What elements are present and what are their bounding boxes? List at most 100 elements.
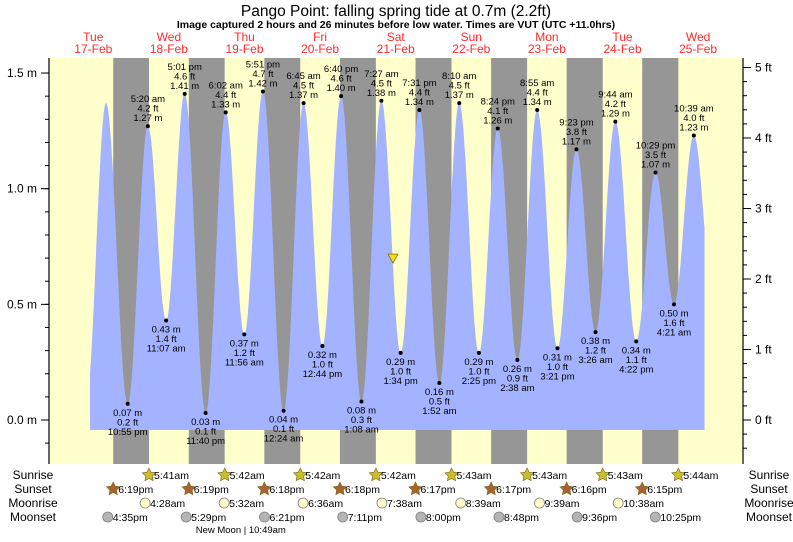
high-tide-m: 1.38 m: [367, 88, 396, 99]
sunrise-time: 5:42am: [230, 470, 265, 482]
high-tide-time: 5:51 pm: [246, 60, 280, 71]
high-tide-time: 9:44 am: [598, 90, 632, 101]
moonrise-time: 8:39am: [466, 498, 501, 510]
day-date: 19-Feb: [225, 42, 263, 56]
high-tide-ft: 3.5 ft: [645, 150, 666, 161]
high-tide-ft: 4.0 ft: [683, 113, 704, 124]
high-tide-time: 6:40 pm: [324, 64, 358, 75]
sunset-time: 6:15pm: [647, 484, 682, 496]
sunset-time: 6:17pm: [420, 484, 455, 496]
low-tide-m: 0.08 m: [347, 405, 376, 416]
low-tide-time: 1:08 am: [344, 424, 378, 435]
high-tide-m: 1.26 m: [483, 116, 512, 127]
high-tide-ft: 3.8 ft: [566, 127, 587, 138]
high-tide-ft: 4.5 ft: [371, 78, 392, 89]
high-tide-point: [145, 124, 150, 129]
right-tick-label: 1 ft: [755, 342, 772, 356]
low-tide-point: [359, 399, 364, 404]
high-tide-ft: 4.2 ft: [605, 99, 626, 110]
low-tide-time: 1:52 am: [422, 406, 456, 417]
right-tick-label: 3 ft: [755, 201, 772, 215]
moonrise-time: 7:38am: [387, 498, 422, 510]
high-tide-m: 1.41 m: [170, 81, 199, 92]
low-tide-m: 0.04 m: [269, 415, 298, 426]
right-tick-label: 0 ft: [755, 413, 772, 427]
low-tide-time: 11:40 pm: [186, 436, 225, 447]
high-tide-time: 8:10 am: [442, 71, 476, 82]
high-tide-time: 6:45 am: [286, 71, 320, 82]
high-tide-m: 1.27 m: [133, 113, 162, 124]
day-date: 22-Feb: [452, 42, 490, 56]
moonrise-icon: [455, 497, 467, 509]
high-tide-time: 9:23 pm: [559, 117, 593, 128]
high-tide-ft: 4.1 ft: [487, 106, 508, 117]
sunrise-icon: [217, 467, 232, 482]
high-tide-point: [495, 126, 500, 131]
low-tide-m: 0.29 m: [386, 357, 415, 368]
low-tide-ft: 0.1 ft: [273, 424, 294, 435]
sunrise-icon: [444, 467, 459, 482]
moonset-icon: [180, 511, 192, 523]
moonrise-icon: [534, 497, 545, 509]
sunset-icon: [181, 481, 197, 496]
high-tide-ft: 4.6 ft: [174, 71, 195, 82]
sunset-row-label-right: Sunset: [750, 482, 788, 496]
day-date: 20-Feb: [301, 42, 339, 56]
low-tide-point: [203, 411, 208, 416]
day-date: 24-Feb: [603, 42, 641, 56]
low-tide-point: [242, 332, 247, 337]
high-tide-time: 8:24 pm: [481, 97, 515, 108]
day-name: Tue: [612, 30, 633, 44]
high-tide-point: [535, 108, 540, 113]
sunrise-row-label: Sunrise: [13, 468, 54, 482]
moonrise-row-label: Moonrise: [8, 496, 58, 510]
high-tide-ft: 4.7 ft: [252, 69, 273, 80]
high-tide-m: 1.40 m: [327, 83, 356, 94]
sunset-time: 6:17pm: [496, 484, 531, 496]
moonset-icon: [102, 511, 114, 523]
right-tick-label: 5 ft: [755, 60, 772, 74]
high-tide-m: 1.34 m: [405, 97, 434, 108]
sunset-time: 6:16pm: [572, 484, 607, 496]
low-tide-point: [476, 350, 481, 355]
sunrise-icon: [595, 467, 611, 482]
sunset-icon: [105, 481, 121, 496]
high-tide-point: [691, 133, 696, 138]
high-tide-point: [613, 119, 618, 124]
sunrise-icon: [292, 467, 308, 482]
low-tide-m: 0.26 m: [503, 364, 532, 375]
moonset-icon: [337, 511, 349, 523]
high-tide-m: 1.07 m: [641, 160, 670, 171]
low-tide-m: 0.43 m: [152, 325, 181, 336]
high-tide-ft: 4.6 ft: [331, 74, 352, 85]
low-tide-ft: 1.0 ft: [312, 359, 333, 370]
sunset-icon: [483, 481, 499, 496]
sunset-icon: [634, 481, 650, 496]
low-tide-m: 0.16 m: [425, 387, 454, 398]
moonrise-time: 6:36am: [308, 498, 343, 510]
high-tide-point: [457, 101, 462, 106]
moonrise-icon: [612, 497, 624, 509]
low-tide-time: 10:55 pm: [108, 427, 148, 438]
sunrise-time: 5:42am: [305, 470, 340, 482]
day-name: Wed: [157, 30, 181, 44]
day-name: Sun: [461, 30, 482, 44]
high-tide-m: 1.37 m: [289, 90, 318, 101]
low-tide-ft: 1.0 ft: [468, 366, 489, 377]
low-tide-m: 0.34 m: [622, 345, 651, 356]
moonrise-icon: [139, 497, 151, 509]
day-name: Tue: [83, 30, 104, 44]
chart-subtitle: Image captured 2 hours and 26 minutes be…: [177, 19, 615, 31]
moonset-time: 7:11pm: [348, 512, 382, 524]
tide-area: [89, 91, 705, 430]
day-name: Wed: [686, 30, 710, 44]
high-tide-ft: 4.5 ft: [293, 81, 314, 92]
moonrise-icon: [218, 497, 230, 509]
high-tide-point: [301, 101, 306, 106]
low-tide-m: 0.31 m: [543, 352, 572, 363]
right-tick-label: 2 ft: [755, 272, 772, 286]
low-tide-time: 11:07 am: [147, 344, 186, 355]
high-tide-time: 10:29 pm: [636, 141, 676, 152]
high-tide-m: 1.34 m: [523, 97, 552, 108]
moonrise-icon: [297, 497, 309, 509]
